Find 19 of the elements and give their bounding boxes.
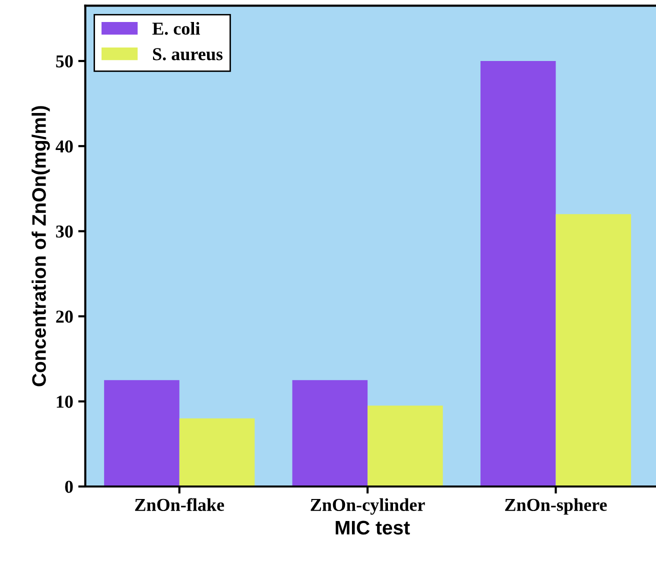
bar: [292, 380, 368, 486]
y-axis-title: Concentration of ZnOn(mg/ml): [32, 106, 50, 386]
x-tick-label: ZnOn-sphere: [505, 498, 607, 515]
legend-label: S. aureus: [153, 48, 223, 60]
y-tick-label: 40: [56, 140, 73, 153]
x-tick-label: ZnOn-flake: [135, 498, 224, 512]
bar: [179, 418, 255, 486]
bar: [368, 406, 443, 486]
bar: [104, 380, 180, 486]
legend-label: E. coli: [152, 22, 200, 35]
y-tick-label: 50: [56, 55, 73, 68]
x-axis-title: MIC test: [336, 520, 410, 535]
y-tick-label: 0: [65, 480, 73, 493]
y-tick-label: 30: [56, 225, 73, 238]
bar: [556, 214, 632, 486]
bar: [480, 61, 556, 486]
y-tick-label: 20: [56, 310, 73, 323]
y-tick-label: 10: [56, 396, 73, 408]
x-tick-label: ZnOn-cylinder: [310, 498, 425, 515]
